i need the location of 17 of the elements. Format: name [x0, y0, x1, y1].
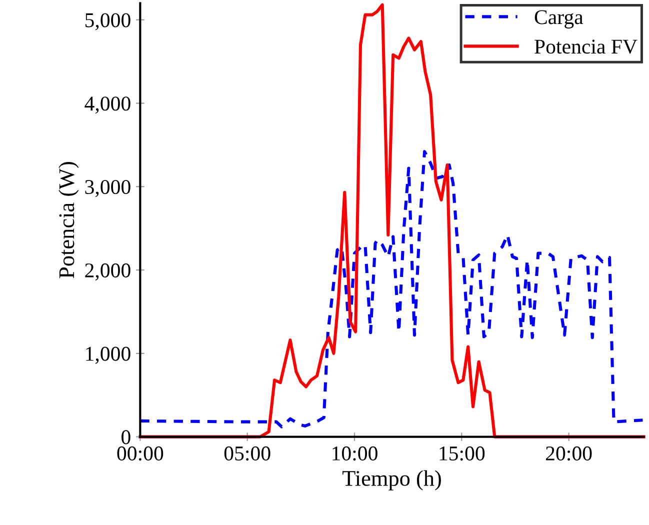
x-axis-title: Tiempo (h) [342, 470, 441, 490]
x-tick-label: 05:00 [224, 446, 270, 461]
x-tick-label: 15:00 [440, 446, 485, 461]
x-tick-label: 20:00 [546, 446, 592, 461]
y-tick-label: 4,000 [84, 96, 130, 114]
y-axis-title: Potencia (W) [58, 162, 79, 278]
y-tick-label: 0 [122, 430, 130, 444]
x-tick-label: 00:00 [117, 446, 164, 461]
y-tick-label: 5,000 [85, 13, 130, 30]
y-tick-label: 3,000 [85, 180, 130, 198]
legend-label: Carga [534, 10, 584, 28]
line-series [138, 3, 646, 438]
legend-label: Potencia FV [534, 40, 638, 54]
line-series [138, 150, 644, 428]
y-tick-label: 1,000 [86, 346, 130, 364]
x-tick-label: 10:00 [332, 446, 378, 461]
y-tick-label: 2,000 [85, 263, 130, 280]
